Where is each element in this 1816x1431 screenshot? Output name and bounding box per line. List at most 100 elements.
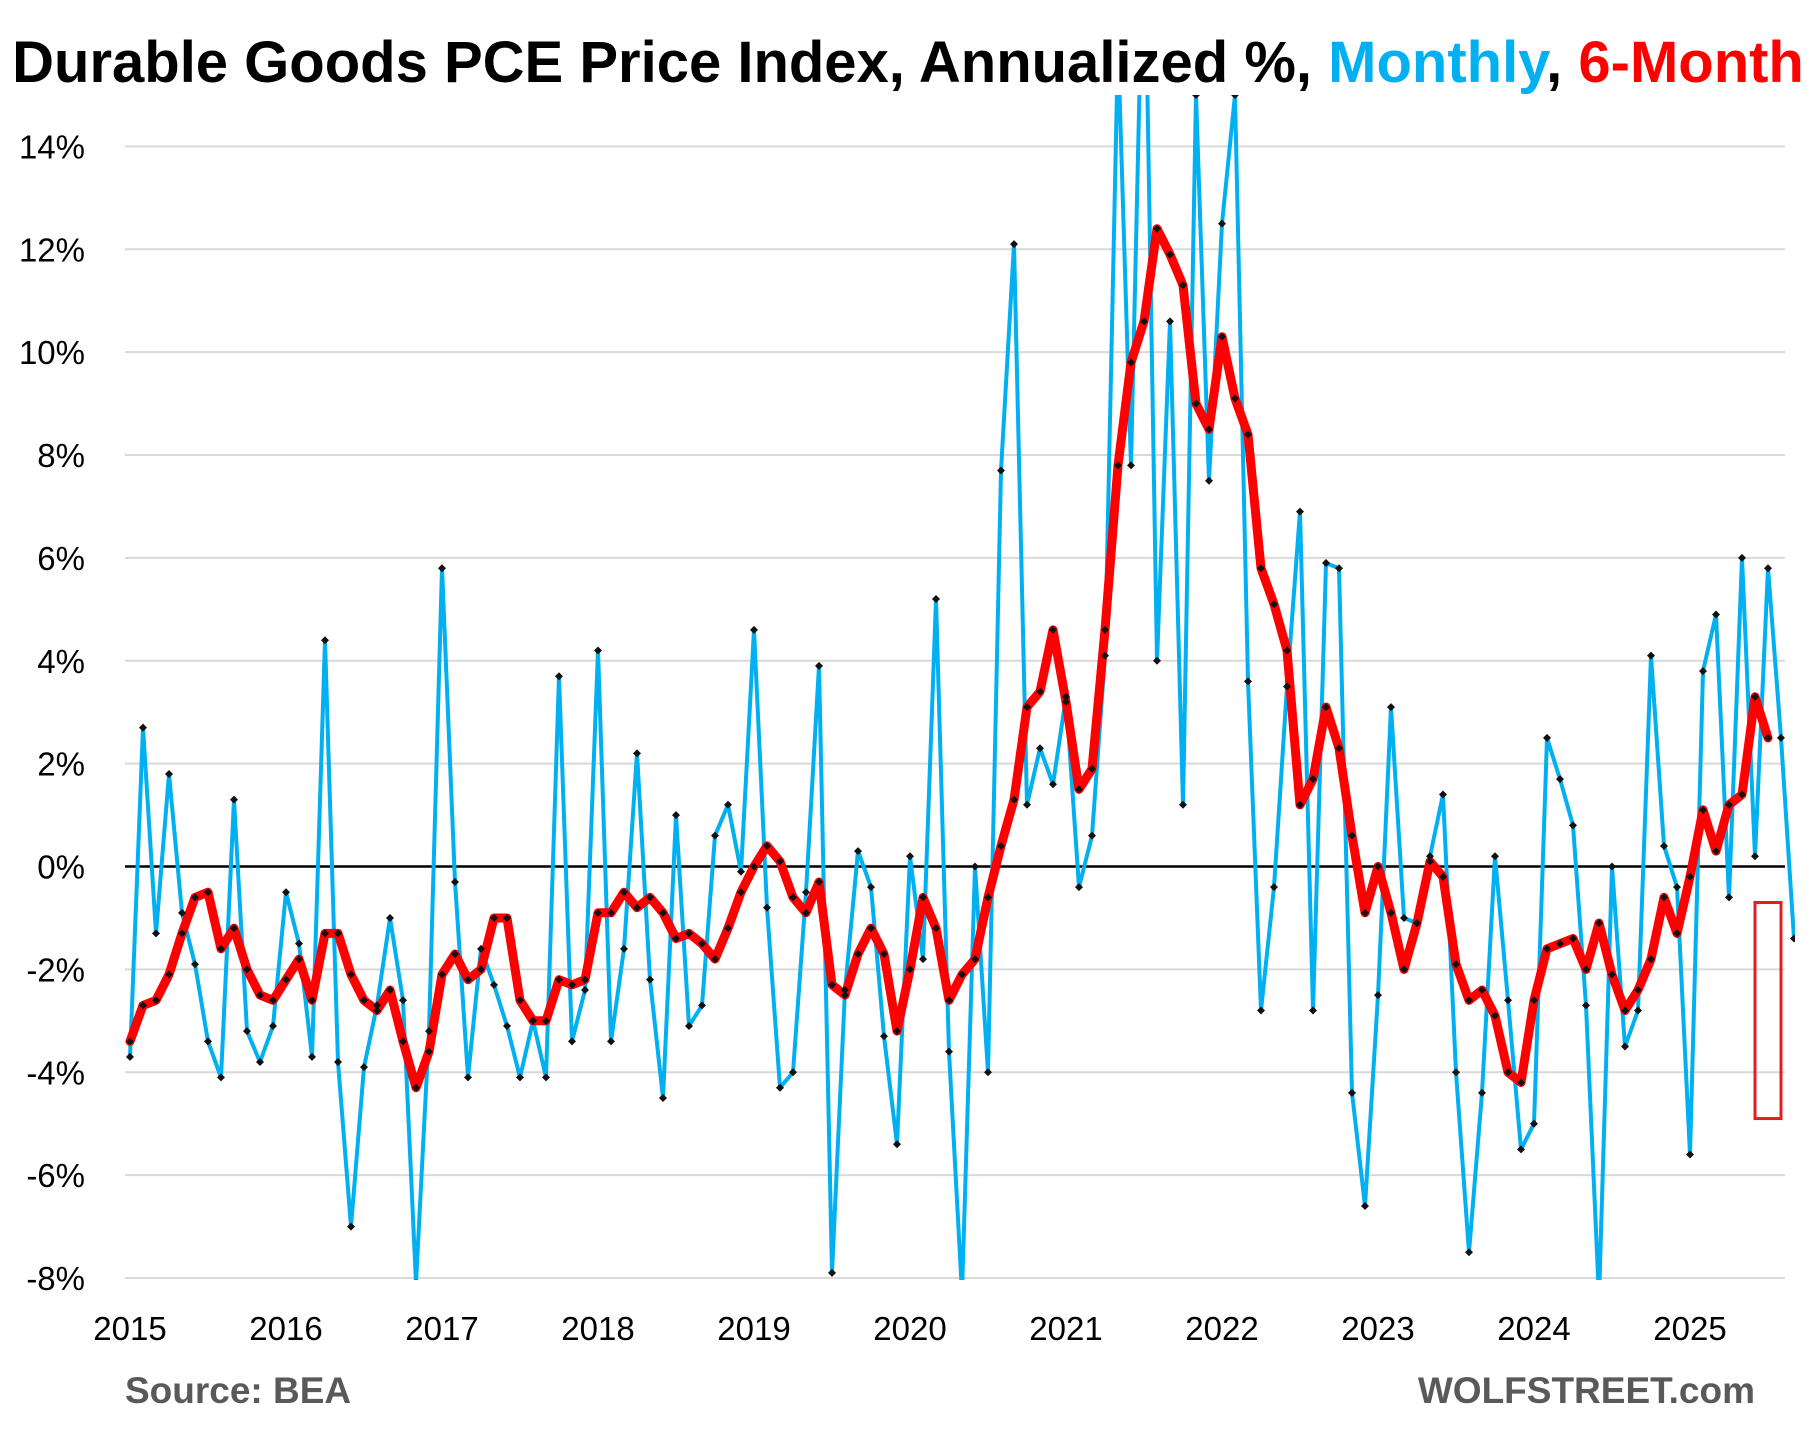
data-point (1569, 821, 1577, 830)
x-tick-label: 2019 (717, 1310, 790, 1347)
data-point (126, 1037, 134, 1046)
data-point (412, 1083, 420, 1092)
data-point (1062, 692, 1070, 701)
data-point (763, 903, 771, 912)
data-point (568, 980, 576, 989)
data-point (932, 924, 940, 933)
data-point (1218, 219, 1226, 228)
data-point (1725, 893, 1733, 902)
data-point (958, 970, 966, 979)
data-point (1088, 831, 1096, 840)
data-point (893, 1140, 901, 1149)
chart-title: Durable Goods PCE Price Index, Annualize… (12, 30, 1804, 95)
data-point (1387, 908, 1395, 917)
data-point (269, 1021, 277, 1030)
data-point (646, 893, 654, 902)
data-point (737, 888, 745, 897)
gridlines (125, 145, 1785, 1279)
data-point (880, 949, 888, 958)
data-point (1205, 425, 1213, 434)
data-point (1244, 430, 1252, 439)
data-point (1270, 600, 1278, 609)
data-point (1634, 1006, 1642, 1015)
data-point (295, 939, 303, 948)
data-point (230, 924, 238, 933)
data-point (893, 1027, 901, 1036)
data-point (685, 1021, 693, 1030)
data-point (373, 1006, 381, 1015)
data-point (1062, 697, 1070, 706)
data-point (1231, 95, 1239, 99)
data-point (334, 1057, 342, 1066)
data-points (126, 95, 1795, 1297)
x-tick-label: 2021 (1029, 1310, 1102, 1347)
data-point (1673, 929, 1681, 938)
data-point (958, 1289, 966, 1297)
series-lines (125, 95, 1795, 1280)
data-point (1270, 883, 1278, 892)
data-point (1036, 687, 1044, 696)
data-point (308, 996, 316, 1005)
data-point (1543, 944, 1551, 953)
data-point (633, 749, 641, 758)
data-point (828, 980, 836, 989)
data-point (1465, 1248, 1473, 1257)
data-point (1491, 852, 1499, 861)
data-point (1517, 1145, 1525, 1154)
data-point (711, 831, 719, 840)
data-point (1179, 281, 1187, 290)
data-point (1569, 934, 1577, 943)
data-point (1530, 996, 1538, 1005)
data-point (620, 888, 628, 897)
data-point (945, 996, 953, 1005)
data-point (217, 944, 225, 953)
data-point (1478, 1088, 1486, 1097)
data-point (1257, 564, 1265, 573)
data-point (1296, 507, 1304, 516)
data-point (1296, 800, 1304, 809)
data-point (776, 857, 784, 866)
data-point (1790, 934, 1795, 943)
data-point (1348, 1088, 1356, 1097)
data-point (178, 929, 186, 938)
data-point (1777, 733, 1785, 742)
data-point (555, 975, 563, 984)
data-point (633, 903, 641, 912)
x-tick-label: 2020 (873, 1310, 946, 1347)
data-point (542, 1016, 550, 1025)
data-point (1244, 677, 1252, 686)
data-point (152, 929, 160, 938)
data-point (1621, 1006, 1629, 1015)
data-point (438, 564, 446, 573)
data-point (334, 929, 342, 938)
y-tick-label: 2% (37, 746, 85, 783)
data-point (1374, 862, 1382, 871)
data-point (620, 944, 628, 953)
data-point (737, 867, 745, 876)
data-point (971, 955, 979, 964)
data-point (1478, 985, 1486, 994)
y-tick-label: 6% (37, 540, 85, 577)
data-point (724, 800, 732, 809)
data-point (1439, 872, 1447, 881)
data-point (165, 970, 173, 979)
data-point (1192, 399, 1200, 408)
data-point (1530, 1119, 1538, 1128)
y-tick-label: 14% (19, 128, 85, 165)
data-point (1335, 564, 1343, 573)
data-point (997, 841, 1005, 850)
data-point (282, 888, 290, 897)
data-point (1699, 805, 1707, 814)
data-point (373, 1001, 381, 1010)
data-point (607, 908, 615, 917)
chart-title-part-1: Monthly (1328, 30, 1550, 95)
data-point (1010, 240, 1018, 249)
data-point (1179, 800, 1187, 809)
data-point (711, 955, 719, 964)
data-point (1452, 960, 1460, 969)
series-line-0 (128, 95, 1795, 1280)
data-point (425, 1027, 433, 1036)
y-axis-ticks: -8% -6% -4% -2% 0% 2% 4% 6% 8% 10% 12% 14% (19, 128, 85, 1297)
y-tick-label: -6% (26, 1157, 85, 1194)
data-point (415, 1279, 417, 1280)
